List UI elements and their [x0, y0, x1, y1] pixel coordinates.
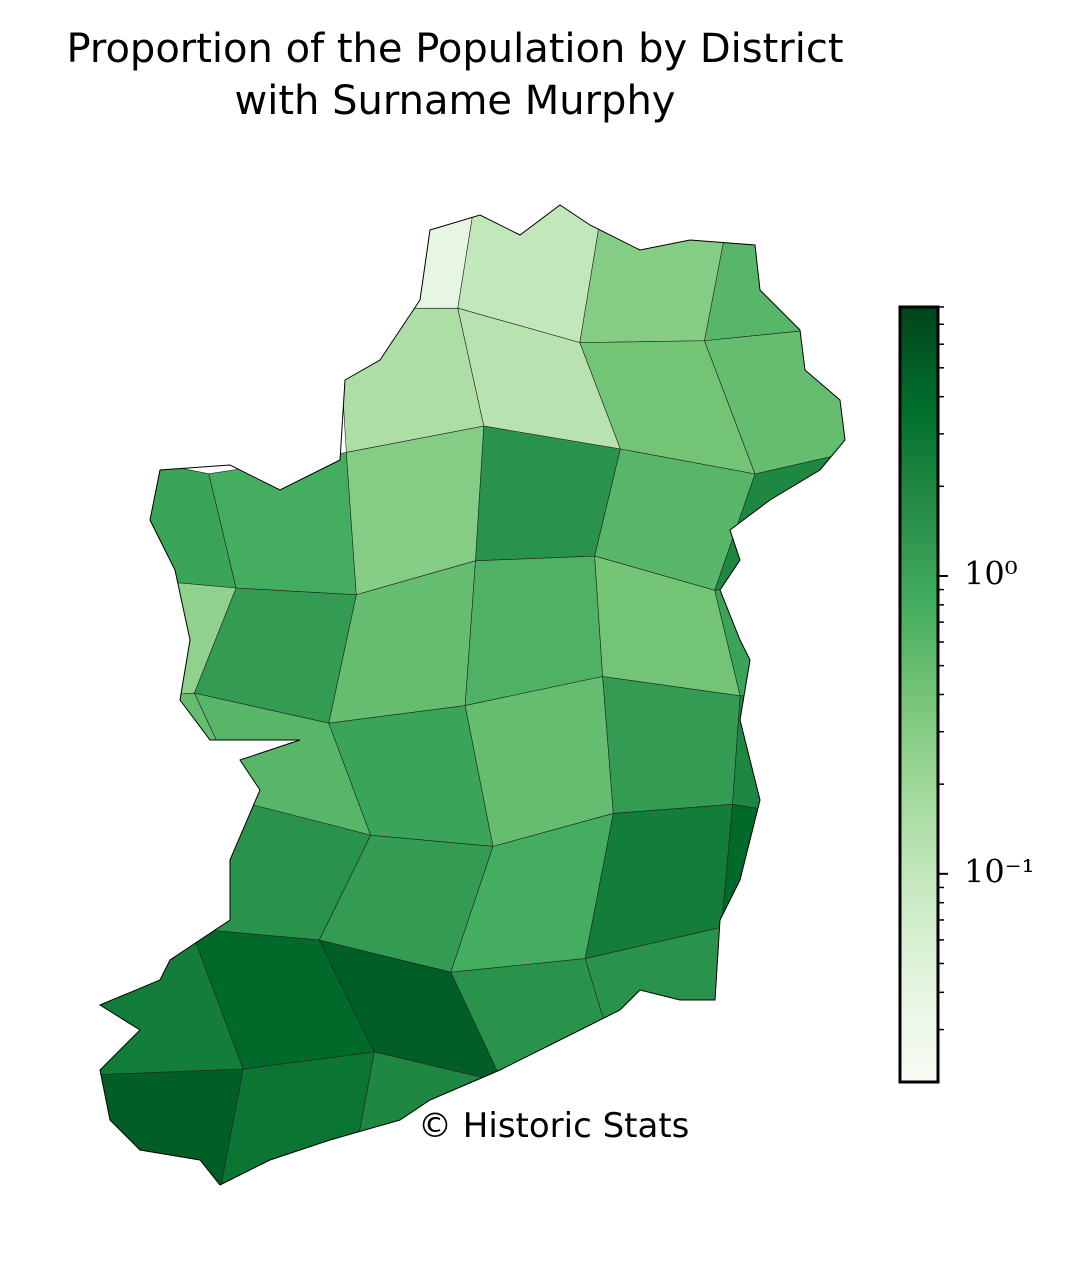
- district: [721, 926, 845, 1076]
- district: [584, 926, 751, 1098]
- colorbar: [898, 305, 940, 1084]
- title-line: Proportion of the Population by District: [66, 26, 843, 72]
- title-line: with Surname Murphy: [235, 78, 676, 124]
- district: [721, 803, 845, 951]
- district: [602, 676, 741, 814]
- district: [100, 1068, 244, 1185]
- district: [732, 695, 845, 826]
- credit: © Historic Stats: [418, 1106, 689, 1146]
- colorbar-tick-label: 10⁻¹: [964, 852, 1034, 890]
- colorbar-tick-label: 10⁰: [964, 554, 1018, 592]
- districts: [100, 205, 845, 1185]
- district: [704, 205, 845, 342]
- district: [100, 449, 237, 589]
- colorbar-ticks: 10⁻¹ 10⁰: [938, 306, 1034, 1031]
- coastline: [98, 204, 846, 1186]
- district: [714, 574, 845, 701]
- district: [337, 205, 476, 309]
